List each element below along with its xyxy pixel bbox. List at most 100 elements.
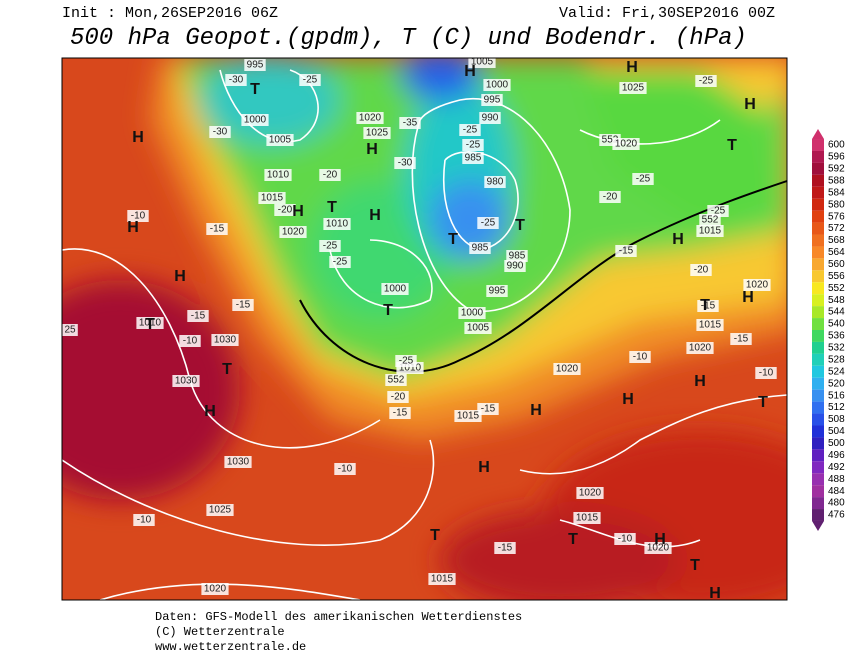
contour-label: 1025 xyxy=(622,83,645,94)
label-box xyxy=(179,335,201,347)
colorbar-label: 548 xyxy=(828,295,845,306)
label-box xyxy=(279,226,307,238)
pressure-center: H xyxy=(709,585,721,602)
label-box xyxy=(696,319,724,331)
label-box xyxy=(187,310,209,322)
contour-label: -25 xyxy=(481,218,496,229)
contour-label: 985 xyxy=(465,153,482,164)
contour-label: 1020 xyxy=(282,227,305,238)
label-box xyxy=(458,307,486,319)
colorbar-label: 520 xyxy=(828,378,845,389)
label-box xyxy=(381,283,409,295)
label-box xyxy=(494,542,516,554)
contour-label: 1010 xyxy=(326,219,349,230)
colorbar-cell xyxy=(812,473,824,486)
contour-label: 1020 xyxy=(556,364,579,375)
colorbar-label: 544 xyxy=(828,307,845,318)
colorbar-cell xyxy=(812,246,824,259)
colorbar-label: 480 xyxy=(828,498,845,509)
colorbar-label: 524 xyxy=(828,366,845,377)
colorbar-label: 588 xyxy=(828,175,845,186)
copyright: (C) Wetterzentrale xyxy=(155,625,285,639)
colorbar-cell xyxy=(812,330,824,342)
contour-label: 1000 xyxy=(384,284,407,295)
label-box xyxy=(211,334,239,346)
map-frame xyxy=(61,57,788,601)
contour-label: 1010 xyxy=(399,363,422,374)
contour-label: -10 xyxy=(618,534,633,545)
colorbar-cell xyxy=(812,365,824,378)
colorbar-cell xyxy=(812,234,824,247)
contour-label: 1015 xyxy=(261,193,284,204)
label-box xyxy=(690,264,712,276)
colorbar-cell xyxy=(812,139,824,151)
contour-label: 990 xyxy=(482,113,499,124)
pressure-center: T xyxy=(690,557,700,574)
label-box xyxy=(209,126,231,138)
label-box xyxy=(385,374,407,386)
contour-label: 1030 xyxy=(227,457,250,468)
label-box xyxy=(486,285,508,297)
contour-label: 1030 xyxy=(214,335,237,346)
pressure-center: T xyxy=(383,302,393,319)
contour-label: 1015 xyxy=(699,226,722,237)
contour-label: 1010 xyxy=(267,170,290,181)
colorbar-label: 552 xyxy=(828,283,845,294)
colorbar-label: 600 xyxy=(828,140,845,151)
label-box xyxy=(686,342,714,354)
contour-label: 1025 xyxy=(209,505,232,516)
label-box xyxy=(484,176,506,188)
init-time: Init : Mon,26SEP2016 06Z xyxy=(62,5,278,22)
label-box xyxy=(399,117,421,129)
contour-label: -20 xyxy=(278,205,293,216)
contour-label: -15 xyxy=(191,311,206,322)
colorbar-label: 504 xyxy=(828,426,845,437)
colorbar-cell xyxy=(812,353,824,366)
pressure-center: H xyxy=(530,402,542,419)
colorbar-label: 512 xyxy=(828,402,845,413)
contour-label: -15 xyxy=(210,224,225,235)
contour-label: -10 xyxy=(137,515,152,526)
colorbar-cell xyxy=(812,162,824,175)
colorbar-label: 488 xyxy=(828,474,845,485)
pressure-center: H xyxy=(742,289,754,306)
colorbar-label: 500 xyxy=(828,438,845,449)
colorbar-label: 580 xyxy=(828,199,845,210)
colorbar: 6005965925885845805765725685645605565525… xyxy=(812,129,845,531)
contour-label: -15 xyxy=(393,408,408,419)
colorbar-cell xyxy=(812,509,824,521)
label-box xyxy=(615,245,637,257)
colorbar-cell xyxy=(812,377,824,390)
contour-label: 1015 xyxy=(457,411,480,422)
colorbar-cell xyxy=(812,425,824,438)
colorbar-label: 536 xyxy=(828,331,845,342)
contour-label: -15 xyxy=(236,300,251,311)
colorbar-label: 576 xyxy=(828,211,845,222)
contour-label: 1005 xyxy=(467,323,490,334)
contour-label: 1020 xyxy=(615,139,638,150)
label-box xyxy=(730,333,752,345)
contour-label: 1020 xyxy=(689,343,712,354)
label-box xyxy=(225,74,247,86)
colorbar-label: 564 xyxy=(828,247,845,258)
colorbar-cell xyxy=(812,294,824,307)
colorbar-cell xyxy=(812,174,824,187)
label-box xyxy=(274,204,296,216)
colorbar-arrow-top xyxy=(812,129,824,140)
pressure-center: T xyxy=(145,316,155,333)
contour-label: -25 xyxy=(303,75,318,86)
colorbar-label: 592 xyxy=(828,164,845,175)
colorbar-cell xyxy=(812,449,824,462)
pressure-center: T xyxy=(250,81,260,98)
colorbar-label: 516 xyxy=(828,390,845,401)
contour-label: -20 xyxy=(323,170,338,181)
label-box xyxy=(477,217,499,229)
label-box xyxy=(619,82,647,94)
colorbar-label: 484 xyxy=(828,486,845,497)
label-box xyxy=(632,173,654,185)
contour-label: 995 xyxy=(247,60,264,71)
contour-label: -15 xyxy=(481,404,496,415)
pressure-center: H xyxy=(478,459,490,476)
colorbar-cell xyxy=(812,318,824,330)
pressure-center: H xyxy=(626,59,638,76)
